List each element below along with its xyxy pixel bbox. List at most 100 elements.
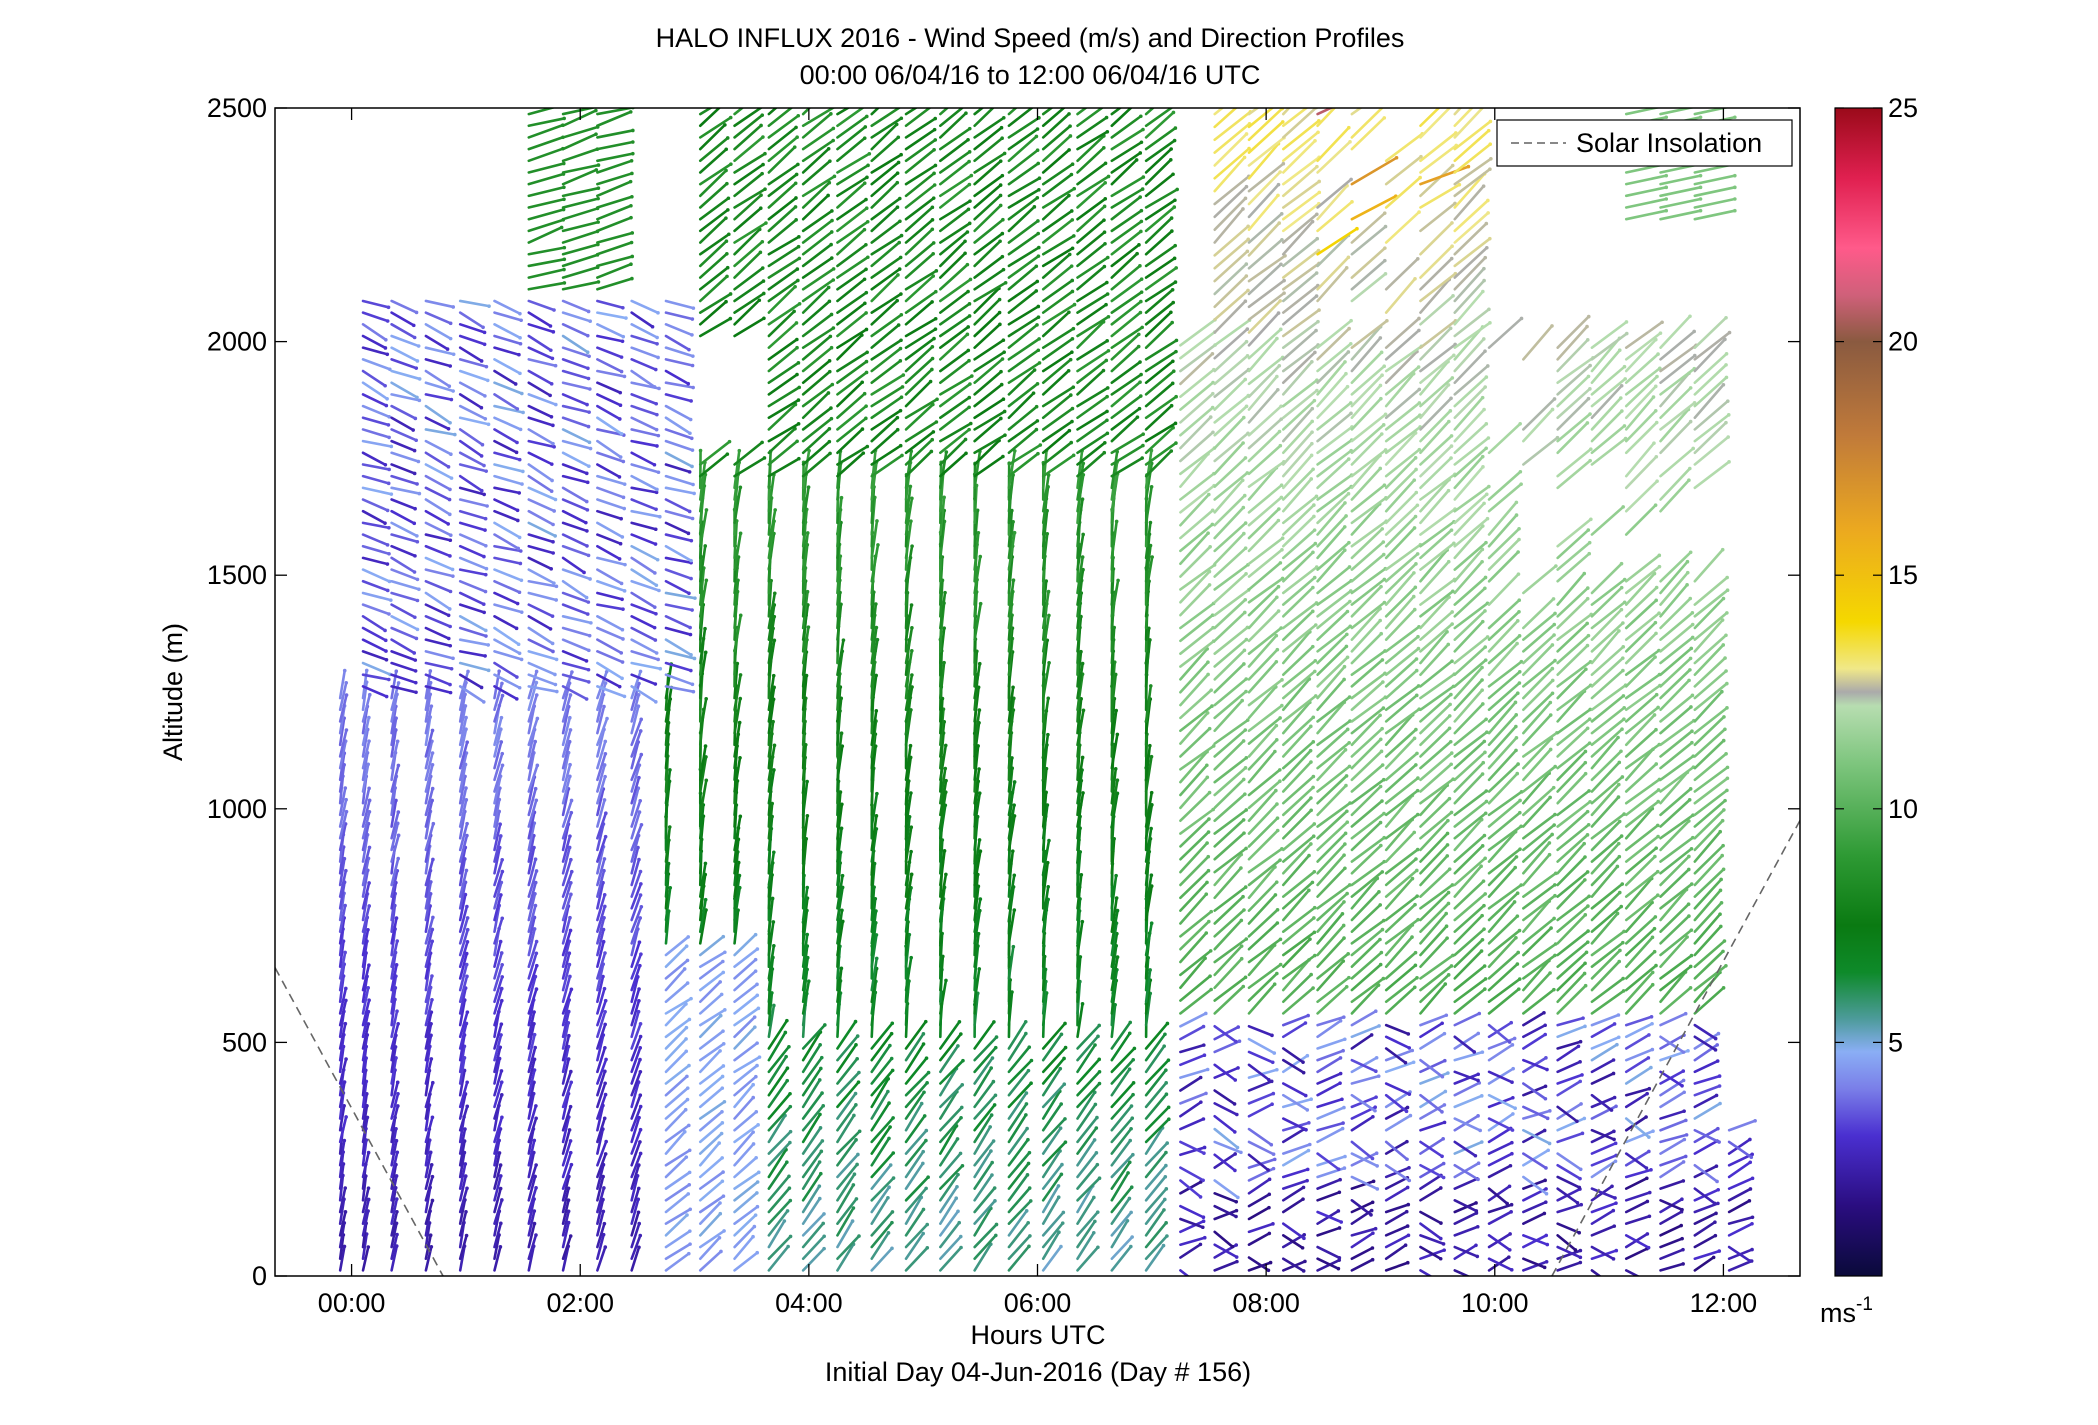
wind-barb	[698, 960, 725, 980]
wind-barb-head	[926, 1070, 931, 1075]
wind-barb	[733, 1171, 761, 1190]
wind-barb-head	[999, 416, 1003, 421]
wind-barb	[904, 138, 937, 163]
wind-barb-head	[1115, 732, 1120, 737]
wind-barb	[458, 428, 484, 447]
wind-barb-head	[1035, 419, 1040, 423]
wind-barb	[904, 183, 936, 209]
wind-barb-head	[683, 1107, 688, 1112]
wind-barb	[361, 685, 388, 698]
wind-barb	[801, 326, 835, 349]
wind-barb	[733, 1130, 755, 1155]
wind-barb	[664, 346, 695, 358]
wind-barb-head	[344, 693, 349, 697]
wind-barb-head	[1211, 744, 1216, 748]
wind-barb-head	[1097, 1176, 1102, 1181]
wind-barb-head	[619, 369, 624, 374]
wind-barb-head	[415, 577, 420, 582]
wind-barb	[870, 957, 879, 992]
wind-barb-head	[585, 612, 590, 616]
wind-barb	[561, 1175, 571, 1202]
wind-barb-head	[682, 967, 687, 971]
wind-barb	[973, 1020, 996, 1050]
wind-barb	[596, 334, 624, 343]
wind-barb-head	[989, 1113, 994, 1117]
wind-barb	[596, 685, 626, 698]
wind-barb-head	[1243, 975, 1248, 980]
wind-barb	[939, 382, 972, 408]
wind-barb-head	[569, 1069, 573, 1074]
wind-barb	[1179, 352, 1214, 386]
wind-barb	[1110, 767, 1118, 805]
wind-barb	[424, 998, 434, 1027]
wind-barb-head	[785, 1078, 790, 1083]
wind-barb-head	[521, 469, 525, 474]
wind-barb-head	[1012, 780, 1017, 784]
wind-barb	[1041, 1102, 1063, 1132]
wind-barb	[1144, 244, 1177, 268]
wind-barb	[596, 346, 623, 359]
wind-barb	[870, 674, 878, 712]
wind-barb-head	[1166, 1105, 1171, 1110]
wind-barb-head	[1080, 919, 1085, 924]
wind-barb	[493, 416, 522, 431]
wind-barb-head	[805, 932, 810, 937]
wind-barb	[630, 1010, 640, 1039]
wind-barb-head	[1078, 955, 1083, 959]
wind-barb	[973, 885, 980, 922]
wind-barb-head	[500, 681, 504, 686]
wind-barb	[767, 897, 774, 933]
wind-barb	[458, 857, 467, 887]
wind-barb	[904, 1208, 925, 1237]
wind-barb-head	[1035, 381, 1040, 386]
wind-barb-head	[521, 410, 525, 415]
wind-barb-head	[1242, 531, 1246, 536]
wind-barb	[1076, 697, 1083, 735]
wind-barb-head	[822, 1234, 826, 1239]
wind-barb	[561, 299, 590, 313]
wind-barb	[801, 359, 831, 385]
wind-barb	[1213, 506, 1245, 540]
wind-barb-head	[1102, 450, 1107, 455]
wind-barb	[1213, 1153, 1237, 1172]
wind-barb	[424, 334, 449, 351]
wind-barb	[767, 267, 799, 291]
wind-barb-head	[1138, 151, 1143, 155]
wind-barb	[458, 916, 469, 945]
wind-barb	[973, 281, 1007, 303]
wind-barb	[1144, 462, 1154, 501]
wind-barb-head	[1138, 195, 1142, 199]
wind-barb	[1041, 1221, 1065, 1249]
wind-barb	[870, 1247, 894, 1272]
wind-barb-head	[548, 324, 553, 328]
wind-barb-head	[396, 856, 401, 861]
wind-barb	[1007, 280, 1039, 303]
wind-barb	[767, 1160, 789, 1190]
wind-barb-head	[1093, 1102, 1098, 1107]
wind-barb-head	[1062, 1082, 1067, 1087]
wind-barb-head	[924, 1138, 928, 1143]
wind-barb	[596, 787, 605, 817]
wind-barb-head	[909, 849, 913, 854]
wind-barb	[561, 147, 599, 163]
wind-barb-head	[922, 1090, 926, 1095]
wind-barb-head	[692, 656, 697, 661]
wind-barb-head	[638, 1034, 643, 1039]
wind-barb	[527, 881, 538, 910]
wind-barb	[458, 846, 467, 875]
wind-barb	[424, 451, 450, 469]
wind-barb-head	[942, 849, 947, 853]
wind-barb-head	[1245, 249, 1250, 254]
wind-barb	[630, 846, 640, 875]
wind-barb	[630, 670, 642, 700]
wind-barb-head	[515, 675, 519, 679]
wind-barb-head	[655, 342, 659, 346]
wind-barb	[664, 474, 695, 486]
wind-barb	[493, 661, 519, 679]
wind-barb	[630, 834, 640, 863]
wind-barb	[458, 1210, 468, 1237]
wind-barb	[338, 1022, 347, 1050]
wind-barb	[493, 346, 521, 357]
wind-barb	[493, 393, 519, 411]
wind-barb	[870, 323, 900, 349]
